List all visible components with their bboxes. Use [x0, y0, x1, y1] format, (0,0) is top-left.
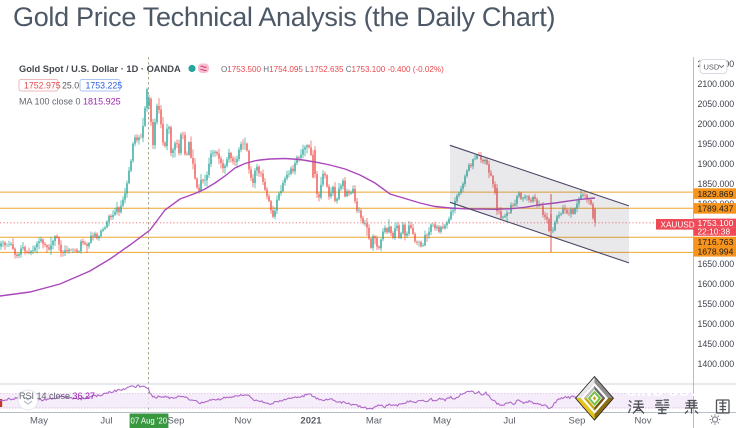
- svg-text:1678.994: 1678.994: [698, 247, 734, 257]
- svg-text:USD: USD: [704, 62, 720, 71]
- svg-text:Gold Spot / U.S. Dollar · 1D ·: Gold Spot / U.S. Dollar · 1D · OANDA: [19, 64, 181, 74]
- svg-text:1550.000: 1550.000: [698, 299, 735, 309]
- svg-text:1450.000: 1450.000: [698, 339, 735, 349]
- svg-text:RSI 14 close 36.27: RSI 14 close 36.27: [19, 391, 95, 401]
- svg-text:1850.000: 1850.000: [698, 179, 735, 189]
- svg-text:Sep: Sep: [168, 416, 185, 427]
- svg-text:1950.000: 1950.000: [698, 139, 735, 149]
- svg-text:1650.000: 1650.000: [698, 259, 735, 269]
- svg-text:1829.869: 1829.869: [698, 189, 734, 199]
- svg-text:1789.437: 1789.437: [698, 204, 734, 214]
- svg-text:07 Aug '20: 07 Aug '20: [130, 417, 167, 426]
- svg-text:MA 100 close 0 1815.925: MA 100 close 0 1815.925: [19, 97, 121, 107]
- svg-text:May: May: [433, 416, 451, 427]
- svg-text:1400.000: 1400.000: [698, 359, 735, 369]
- svg-text:1753.225: 1753.225: [86, 80, 123, 90]
- svg-text:Nov: Nov: [235, 416, 252, 427]
- svg-text:2000.000: 2000.000: [698, 119, 735, 129]
- svg-text:1600.000: 1600.000: [698, 279, 735, 289]
- svg-text:2100.000: 2100.000: [698, 79, 735, 89]
- svg-text:SINO SOUND: SINO SOUND: [627, 384, 723, 399]
- svg-text:May: May: [30, 416, 48, 427]
- svg-text:1752.975: 1752.975: [24, 80, 61, 90]
- svg-text:Sep: Sep: [569, 416, 586, 427]
- svg-text:1900.000: 1900.000: [698, 159, 735, 169]
- svg-text:22:10:38: 22:10:38: [698, 226, 731, 236]
- svg-text:2050.000: 2050.000: [698, 99, 735, 109]
- svg-text:XAUUSD: XAUUSD: [661, 220, 695, 229]
- svg-text:O1753.500 H1754.095 L1752.635: O1753.500 H1754.095 L1752.635 C1753.100 …: [221, 65, 444, 74]
- svg-text:1500.000: 1500.000: [698, 319, 735, 329]
- svg-text:1716.763: 1716.763: [698, 237, 734, 247]
- svg-text:2021: 2021: [300, 416, 322, 427]
- svg-text:Jul: Jul: [100, 416, 112, 427]
- svg-text:Jul: Jul: [503, 416, 515, 427]
- svg-text:1753.100: 1753.100: [698, 218, 734, 228]
- svg-text:25.0: 25.0: [62, 80, 79, 90]
- svg-text:Mar: Mar: [366, 416, 382, 427]
- svg-text:Nov: Nov: [635, 416, 652, 427]
